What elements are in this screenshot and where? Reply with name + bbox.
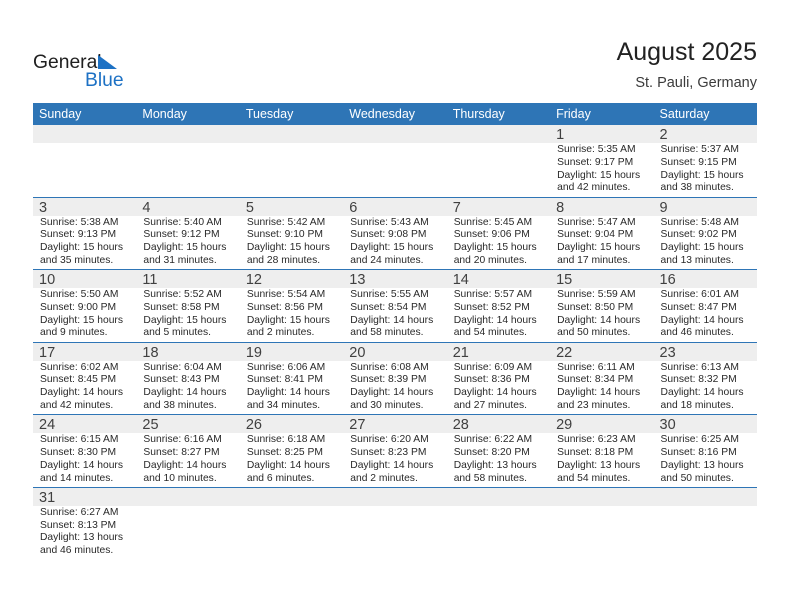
svg-text:Blue: Blue bbox=[85, 70, 124, 88]
